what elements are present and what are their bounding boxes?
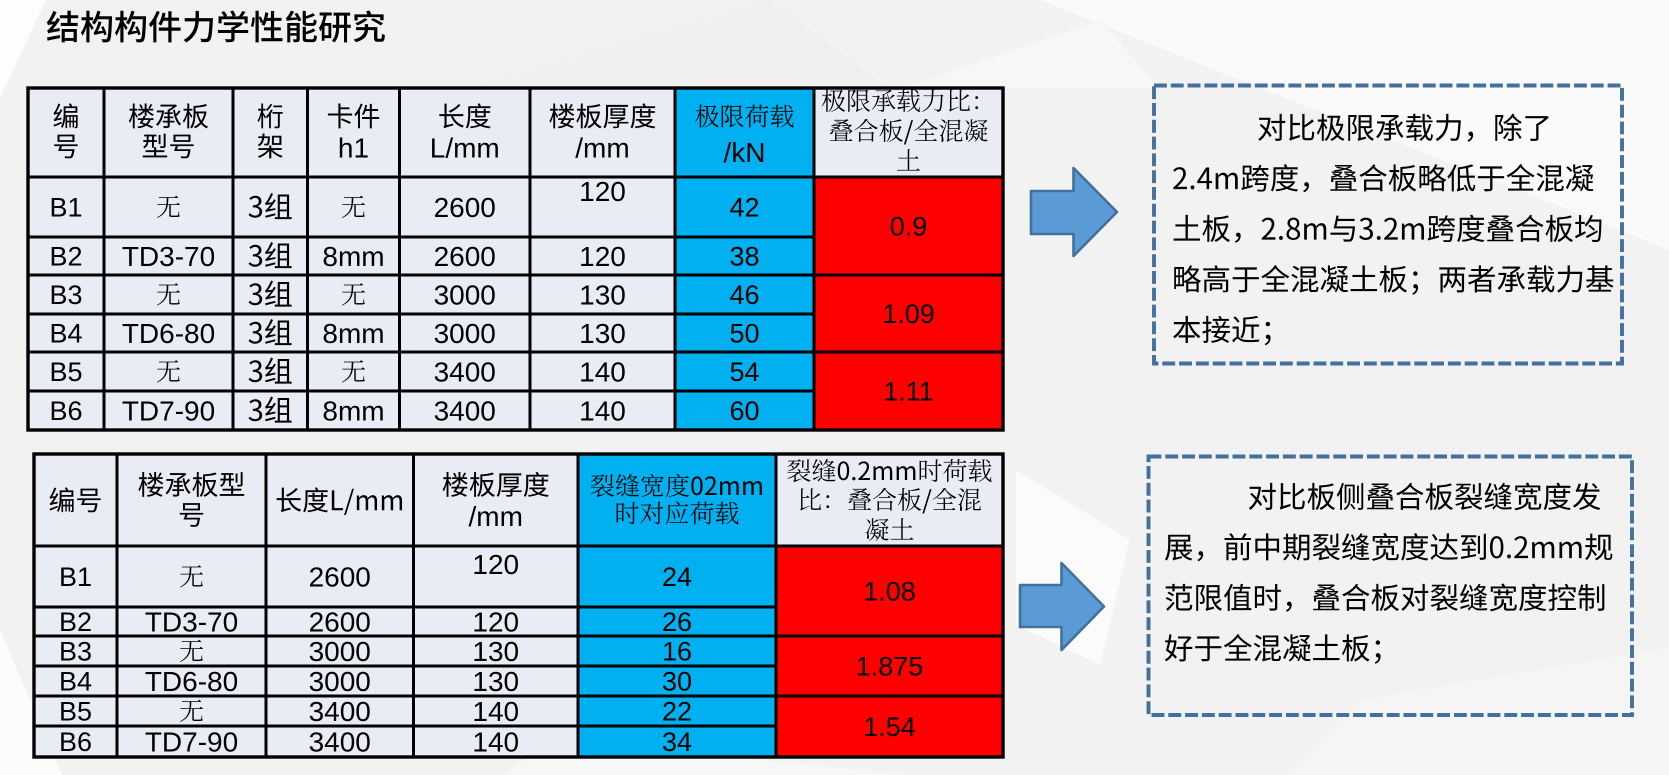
svg-text:50: 50 [729, 318, 759, 348]
svg-text:2600: 2600 [309, 606, 371, 637]
svg-text:3400: 3400 [309, 696, 371, 727]
svg-text:B4: B4 [59, 667, 92, 697]
svg-text:140: 140 [472, 696, 519, 727]
svg-text:8mm: 8mm [322, 241, 384, 272]
svg-text:TD6-80: TD6-80 [145, 666, 238, 697]
svg-text:24: 24 [662, 562, 692, 592]
svg-text:60: 60 [729, 396, 759, 426]
svg-text:1.09: 1.09 [882, 299, 935, 329]
svg-text:140: 140 [579, 395, 626, 426]
svg-text:B2: B2 [49, 241, 82, 271]
svg-text:42: 42 [729, 192, 759, 222]
svg-text:1.54: 1.54 [863, 712, 916, 742]
svg-text:54: 54 [729, 357, 759, 387]
svg-text:140: 140 [579, 356, 626, 387]
svg-text:/mm: /mm [575, 132, 629, 163]
svg-text:130: 130 [579, 279, 626, 310]
svg-text:140: 140 [472, 726, 519, 757]
svg-text:2600: 2600 [309, 561, 371, 592]
svg-text:B6: B6 [59, 727, 92, 757]
svg-text:8mm: 8mm [322, 318, 384, 349]
svg-text:3400: 3400 [434, 395, 496, 426]
svg-text:3000: 3000 [309, 666, 371, 697]
svg-text:0.9: 0.9 [890, 211, 928, 241]
svg-text:2600: 2600 [434, 192, 496, 223]
svg-text:B6: B6 [49, 396, 82, 426]
svg-text:120: 120 [472, 606, 519, 637]
svg-text:B5: B5 [59, 697, 92, 727]
svg-text:22: 22 [662, 697, 692, 727]
svg-text:B3: B3 [59, 637, 92, 667]
svg-text:3000: 3000 [434, 279, 496, 310]
svg-text:26: 26 [662, 607, 692, 637]
svg-text:120: 120 [579, 176, 626, 207]
svg-text:1.08: 1.08 [863, 577, 916, 607]
svg-text:16: 16 [662, 637, 692, 667]
svg-text:B1: B1 [59, 562, 92, 592]
svg-text:B2: B2 [59, 607, 92, 637]
svg-text:3400: 3400 [434, 356, 496, 387]
svg-text:2600: 2600 [434, 241, 496, 272]
svg-text:1.875: 1.875 [856, 652, 924, 682]
svg-text:30: 30 [662, 667, 692, 697]
svg-text:h1: h1 [338, 132, 369, 163]
svg-text:120: 120 [579, 241, 626, 272]
svg-text:B5: B5 [49, 357, 82, 387]
svg-text:/kN: /kN [724, 137, 766, 168]
svg-text:38: 38 [729, 241, 759, 271]
svg-text:L/mm: L/mm [430, 132, 500, 163]
svg-text:1.11: 1.11 [883, 376, 934, 406]
svg-text:3000: 3000 [434, 318, 496, 349]
svg-text:B4: B4 [49, 318, 82, 348]
svg-text:3400: 3400 [309, 726, 371, 757]
svg-text:120: 120 [472, 549, 519, 580]
svg-text:TD3-70: TD3-70 [145, 606, 238, 637]
svg-text:130: 130 [472, 666, 519, 697]
svg-text:46: 46 [729, 280, 759, 310]
svg-text:TD6-80: TD6-80 [122, 318, 215, 349]
svg-text:/mm: /mm [469, 501, 523, 532]
svg-text:34: 34 [662, 727, 692, 757]
svg-text:TD7-90: TD7-90 [145, 726, 238, 757]
svg-text:8mm: 8mm [322, 395, 384, 426]
svg-text:130: 130 [472, 636, 519, 667]
svg-text:3000: 3000 [309, 636, 371, 667]
svg-text:TD3-70: TD3-70 [122, 241, 215, 272]
svg-text:B3: B3 [49, 280, 82, 310]
svg-text:B1: B1 [49, 192, 82, 222]
svg-text:130: 130 [579, 318, 626, 349]
svg-text:TD7-90: TD7-90 [122, 395, 215, 426]
